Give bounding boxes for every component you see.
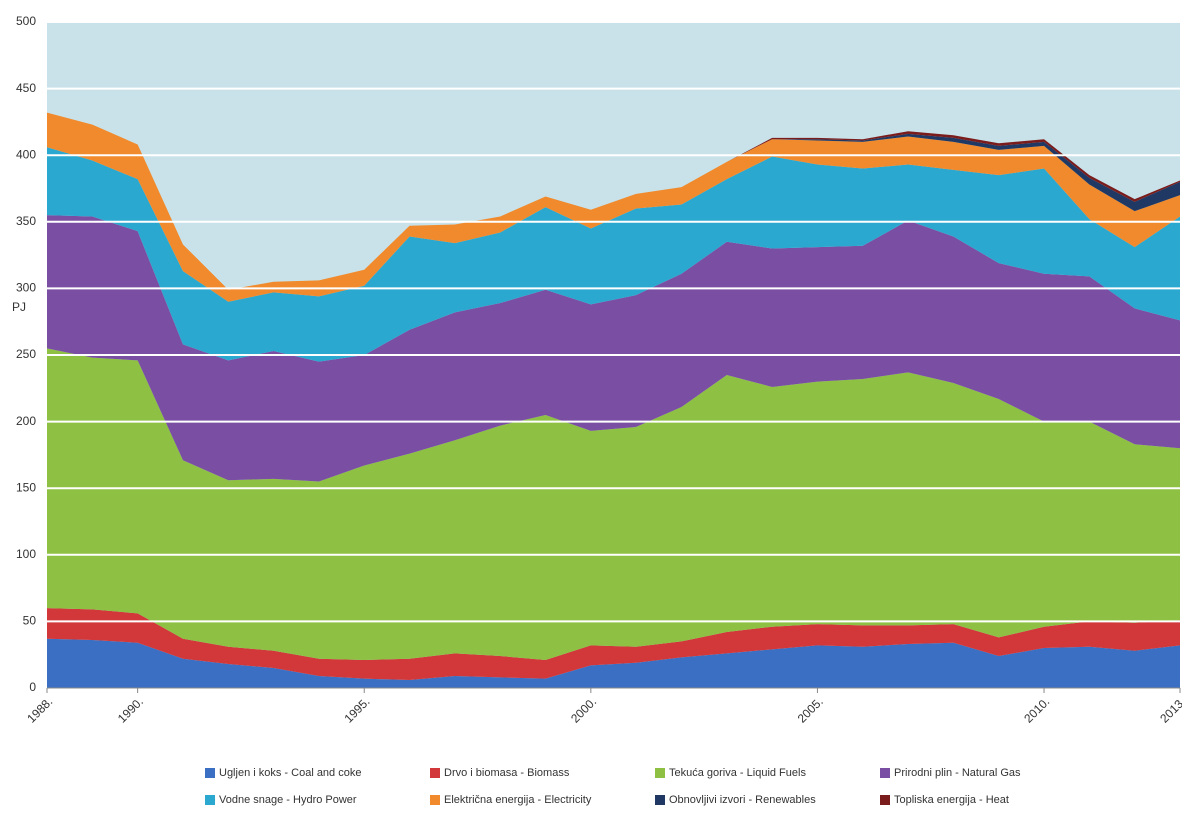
x-tick-label: 2013. (1157, 694, 1182, 725)
area (47, 112, 1180, 302)
legend-swatch (655, 768, 665, 778)
y-tick-label: 200 (16, 414, 36, 428)
y-tick-label: 100 (16, 547, 36, 561)
legend-swatch (430, 795, 440, 805)
legend-label: Obnovljivi izvori - Renewables (669, 794, 816, 806)
x-tick-label: 2010. (1021, 694, 1052, 725)
area (47, 608, 1180, 681)
area (47, 638, 1180, 688)
y-tick-label: 0 (29, 680, 36, 694)
y-tick-label: 400 (16, 147, 36, 161)
legend-label: Ugljen i koks - Coal and coke (219, 767, 361, 779)
legend-label: Vodne snage - Hydro Power (219, 794, 357, 806)
x-tick-label: 1988. (24, 694, 55, 725)
legend-label: Topliska energija - Heat (894, 794, 1009, 806)
legend-swatch (655, 795, 665, 805)
y-tick-label: 250 (16, 347, 36, 361)
legend-label: Drvo i biomasa - Biomass (444, 767, 570, 779)
y-tick-label: 500 (16, 14, 36, 28)
area (47, 215, 1180, 482)
y-tick-label: 300 (16, 281, 36, 295)
legend-swatch (880, 795, 890, 805)
y-tick-label: 150 (16, 480, 36, 494)
legend-swatch (880, 768, 890, 778)
y-tick-label: 450 (16, 81, 36, 95)
legend-label: Prirodni plin - Natural Gas (894, 767, 1021, 779)
legend-label: Električna energija - Electricity (444, 794, 592, 806)
x-tick-label: 1990. (115, 694, 146, 725)
x-tick-label: 2000. (568, 694, 599, 725)
y-axis-label: PJ (12, 300, 26, 314)
area (47, 147, 1180, 362)
area (47, 348, 1180, 661)
y-tick-label: 50 (23, 614, 37, 628)
legend-swatch (205, 795, 215, 805)
x-tick-label: 2005. (795, 694, 826, 725)
legend-label: Tekuća goriva - Liquid Fuels (669, 767, 806, 779)
legend-swatch (430, 768, 440, 778)
y-tick-label: 350 (16, 214, 36, 228)
legend-swatch (205, 768, 215, 778)
x-tick-label: 1995. (341, 694, 372, 725)
